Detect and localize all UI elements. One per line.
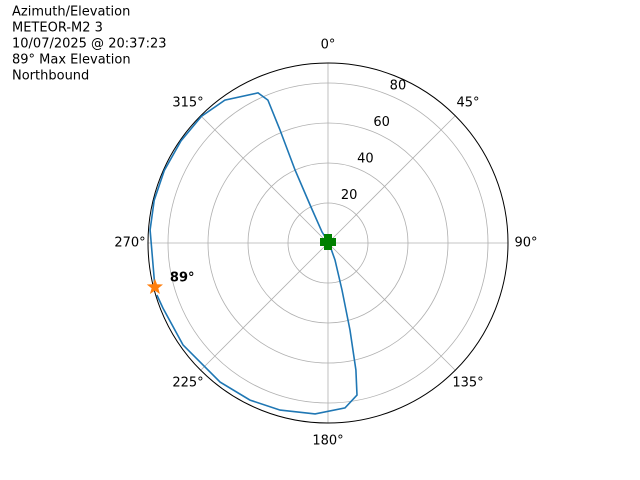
- r-tick-label: 60: [373, 115, 390, 130]
- theta-tick-label: 180°: [312, 434, 343, 449]
- title-line: 10/07/2025 @ 20:37:23: [12, 37, 167, 52]
- theta-tick-label: 225°: [172, 376, 203, 391]
- r-tick-label: 20: [341, 188, 358, 203]
- max-elevation-marker: [320, 234, 336, 250]
- r-tick-label: 40: [357, 151, 374, 166]
- grid-spoke: [327, 115, 456, 244]
- theta-tick-label: 270°: [114, 236, 145, 251]
- polar-frame: [147, 62, 509, 424]
- grid-spoke: [200, 115, 329, 244]
- theta-tick-label: 0°: [321, 38, 336, 53]
- theta-tick-label: 315°: [172, 95, 203, 110]
- title-line: 89° Max Elevation: [12, 53, 131, 68]
- track-line: [149, 92, 358, 415]
- grid-spoke: [200, 242, 329, 371]
- r-tick-label: 80: [390, 78, 407, 93]
- title-line: METEOR-M2 3: [12, 21, 103, 36]
- title-line: Azimuth/Elevation: [12, 5, 130, 20]
- theta-tick-label: 135°: [452, 376, 483, 391]
- theta-tick-label: 90°: [514, 236, 537, 251]
- title-line: Northbound: [12, 69, 89, 84]
- start-label: 89°: [170, 271, 195, 286]
- start-marker: [146, 278, 163, 294]
- grid-spoke: [327, 242, 456, 371]
- theta-tick-label: 45°: [456, 95, 479, 110]
